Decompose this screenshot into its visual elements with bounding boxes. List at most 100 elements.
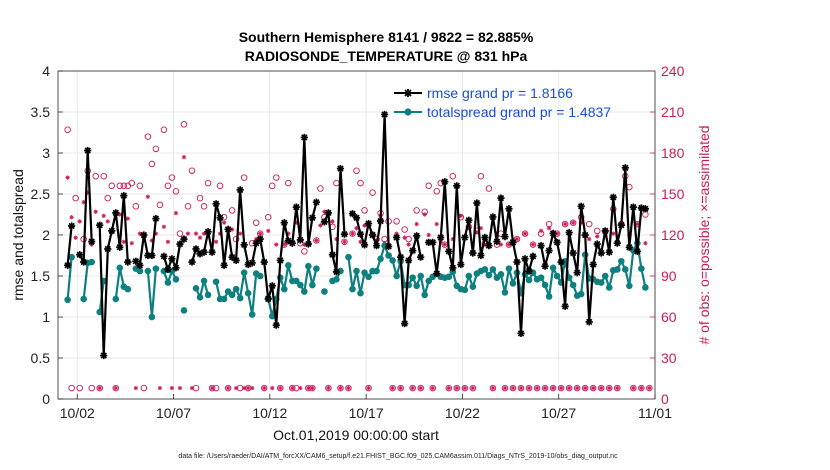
- obs-possible-marker: [224, 384, 232, 392]
- rmse-point-stroke: [453, 182, 460, 189]
- rmse-point-stroke: [124, 258, 132, 266]
- obs-possible-marker: [184, 203, 192, 210]
- obs-assimilated-marker: [390, 385, 395, 391]
- rmse-point: [252, 239, 260, 247]
- totalspread-point: [148, 313, 156, 321]
- obs-possible-marker: [277, 384, 284, 392]
- rmse-point: [380, 110, 389, 119]
- obs-assimilated-stroke: [454, 386, 459, 390]
- obs-assimilated-marker: [514, 236, 520, 242]
- obs-assimilated-marker: [582, 385, 588, 391]
- obs-assimilated-marker: [490, 385, 496, 391]
- obs-assimilated-stroke: [470, 386, 475, 390]
- rmse-point: [593, 240, 601, 248]
- obs-assimilated-marker: [530, 242, 536, 247]
- right-y-axis: 0 30 60 90 120 150 180 210 240: [650, 63, 685, 407]
- rmse-line: [395, 234, 422, 325]
- rmse-point: [76, 251, 84, 259]
- rmse-point: [312, 198, 320, 206]
- obs-assimilated-stroke: [298, 386, 303, 390]
- obs-assimilated-stroke: [410, 386, 415, 390]
- totalspread-point: [80, 295, 87, 303]
- obs-assimilated-marker: [587, 236, 592, 242]
- rmse-point-stroke: [333, 268, 340, 276]
- rmse-point: [445, 247, 453, 255]
- obs-assimilated-stroke: [113, 386, 118, 390]
- obs-assimilated-marker: [414, 221, 419, 227]
- grid: [58, 70, 656, 400]
- obs-assimilated-stroke: [595, 234, 600, 239]
- totalspread-point: [280, 285, 288, 293]
- obs-possible-marker: [417, 384, 424, 392]
- totalspread-line: [215, 271, 261, 316]
- obs-possible-marker: [176, 230, 184, 237]
- right-y-tick-label: 150: [661, 186, 685, 202]
- rmse-point: [589, 260, 597, 269]
- obs-possible-marker: [228, 207, 236, 214]
- obs-possible-marker: [188, 167, 196, 175]
- rmse-point: [228, 253, 236, 261]
- rmse-point: [204, 228, 212, 236]
- rmse-point: [264, 295, 272, 303]
- obs-possible-marker: [76, 384, 83, 392]
- rmse-point-stroke: [485, 242, 493, 249]
- obs-assimilated-marker: [470, 385, 476, 391]
- rmse-point: [429, 238, 437, 246]
- rmse-point-stroke: [265, 295, 272, 303]
- rmse-point-stroke: [140, 231, 148, 239]
- rmse-point-stroke: [622, 164, 629, 171]
- rmse-point: [541, 262, 549, 270]
- rmse-point-stroke: [321, 218, 328, 226]
- rmse-point: [461, 233, 469, 242]
- obs-assimilated-stroke: [222, 220, 226, 225]
- totalspread-point: [425, 277, 433, 285]
- obs-possible-marker: [337, 384, 344, 392]
- obs-possible-marker: [200, 203, 208, 210]
- obs-possible-marker: [140, 384, 148, 392]
- obs-possible-marker: [573, 384, 581, 392]
- obs-possible-marker: [638, 384, 645, 392]
- obs-assimilated-stroke: [599, 386, 604, 390]
- obs-possible-marker: [630, 384, 637, 392]
- rmse-point-stroke: [361, 241, 368, 249]
- rmse-point-stroke: [537, 242, 545, 249]
- obs-assimilated-marker: [298, 385, 303, 391]
- totalspread-point: [357, 289, 364, 297]
- totalspread-line: [82, 261, 92, 300]
- totalspread-point: [393, 272, 400, 280]
- obs-assimilated-marker: [607, 385, 612, 391]
- rmse-point: [200, 248, 208, 256]
- totalspread-point: [525, 276, 533, 284]
- obs-assimilated-marker: [611, 231, 616, 236]
- obs-possible-marker: [104, 194, 111, 202]
- rmse-point-stroke: [277, 257, 284, 264]
- obs-assimilated-stroke: [105, 219, 110, 224]
- obs-assimilated-stroke: [551, 386, 555, 390]
- totalspread-point: [297, 281, 304, 289]
- obs-possible-marker: [132, 203, 140, 210]
- obs-assimilated-stroke: [125, 216, 130, 221]
- rmse-series: [64, 110, 649, 360]
- rmse-point: [545, 246, 553, 255]
- obs-possible-marker: [393, 218, 400, 225]
- obs-assimilated-stroke: [426, 233, 431, 237]
- rmse-line: [78, 149, 93, 264]
- obs-assimilated-marker: [354, 225, 359, 231]
- totalspread-point: [68, 253, 75, 261]
- obs-assimilated-marker: [510, 385, 516, 391]
- rmse-point: [565, 228, 573, 237]
- obs-assimilated-stroke: [503, 386, 507, 390]
- totalspread-point: [541, 281, 549, 289]
- totalspread-point: [545, 293, 553, 300]
- obs-assimilated-stroke: [442, 242, 447, 247]
- rmse-point-stroke: [441, 178, 448, 185]
- rmse-point: [260, 258, 268, 266]
- totalspread-point: [248, 311, 256, 318]
- rmse-point: [356, 230, 365, 238]
- rmse-point-stroke: [341, 230, 348, 238]
- rmse-point: [569, 249, 577, 257]
- obs-assimilated-stroke: [547, 226, 551, 231]
- obs-possible-marker: [240, 174, 248, 181]
- rmse-point: [625, 243, 633, 251]
- rmse-point-stroke: [618, 221, 625, 229]
